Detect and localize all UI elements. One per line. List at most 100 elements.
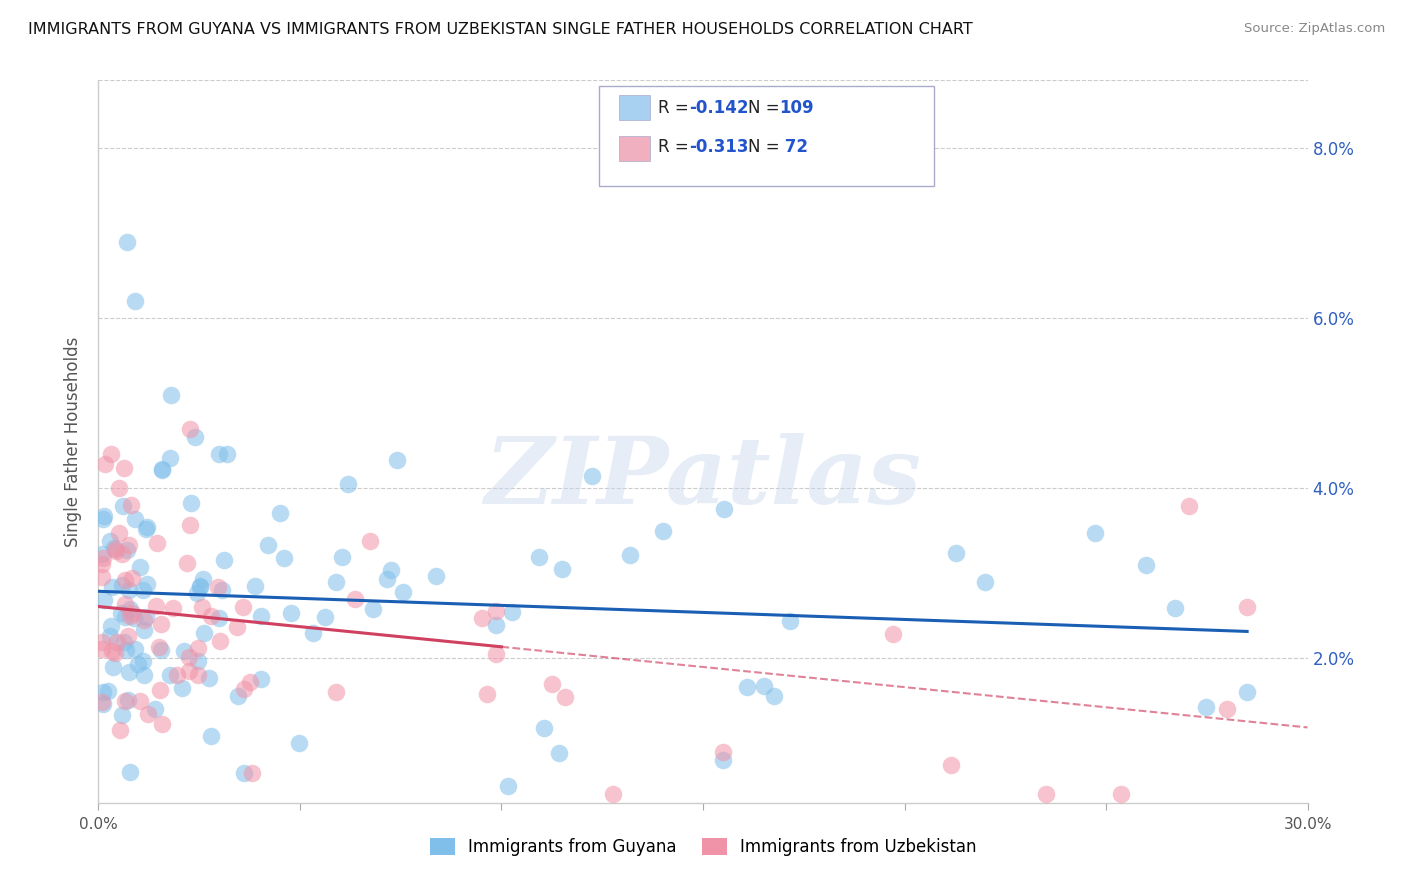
Point <box>135 610 157 624</box>
Point <box>128 559 150 574</box>
Text: R =: R = <box>658 99 695 117</box>
Point <box>475 687 498 701</box>
Point <box>752 679 775 693</box>
Point <box>114 694 136 708</box>
Point <box>91 557 114 571</box>
Point <box>380 563 402 577</box>
Point <box>191 572 214 586</box>
Point <box>136 707 159 722</box>
Point <box>91 570 114 584</box>
Point <box>208 447 231 461</box>
Point <box>190 578 212 592</box>
Point <box>150 463 173 477</box>
Point <box>177 650 200 665</box>
Point <box>110 723 132 738</box>
Point <box>91 547 114 561</box>
Text: ZIPatlas: ZIPatlas <box>485 433 921 523</box>
Text: IMMIGRANTS FROM GUYANA VS IMMIGRANTS FROM UZBEKISTAN SINGLE FATHER HOUSEHOLDS CO: IMMIGRANTS FROM GUYANA VS IMMIGRANTS FRO… <box>28 22 973 37</box>
Point <box>103 659 125 673</box>
Point <box>118 609 141 624</box>
Point <box>325 685 347 699</box>
Point <box>150 462 173 476</box>
Point <box>1109 787 1132 801</box>
Point <box>187 654 209 668</box>
Point <box>288 736 311 750</box>
Point <box>1135 558 1157 572</box>
Point <box>1236 685 1258 699</box>
Point <box>118 582 141 597</box>
Point <box>190 599 212 614</box>
Point <box>91 551 114 566</box>
Text: Source: ZipAtlas.com: Source: ZipAtlas.com <box>1244 22 1385 36</box>
Point <box>180 496 202 510</box>
Point <box>105 543 128 558</box>
Point <box>233 766 256 780</box>
Point <box>149 617 172 632</box>
Point <box>529 549 551 564</box>
Point <box>1195 700 1218 714</box>
Text: -0.313: -0.313 <box>689 138 748 156</box>
Point <box>111 578 134 592</box>
Point <box>179 422 201 436</box>
Point <box>762 689 785 703</box>
Point <box>214 552 236 566</box>
Point <box>711 745 734 759</box>
Point <box>242 766 264 780</box>
Point <box>239 675 262 690</box>
Point <box>330 549 353 564</box>
Point <box>501 605 523 619</box>
Point <box>1035 787 1057 801</box>
Point <box>602 787 624 801</box>
Point <box>375 572 398 586</box>
Point <box>93 593 115 607</box>
Point <box>131 582 153 597</box>
Point <box>145 536 167 550</box>
Point <box>98 534 121 549</box>
Point <box>114 574 136 588</box>
Point <box>117 665 139 680</box>
Point <box>176 557 198 571</box>
Text: 109: 109 <box>779 99 814 117</box>
Point <box>533 721 555 735</box>
Point <box>111 707 134 722</box>
Point <box>114 597 136 611</box>
Point <box>162 601 184 615</box>
Point <box>132 668 155 682</box>
Point <box>425 569 447 583</box>
Point <box>150 716 173 731</box>
Point <box>104 542 127 557</box>
Point <box>111 499 134 513</box>
Point <box>301 626 323 640</box>
Point <box>100 447 122 461</box>
Text: N =: N = <box>748 138 785 156</box>
Point <box>337 476 360 491</box>
Point <box>179 518 201 533</box>
Text: 72: 72 <box>779 138 808 156</box>
Point <box>129 694 152 708</box>
Point <box>198 671 221 685</box>
Point <box>184 430 207 444</box>
Point <box>136 520 159 534</box>
Point <box>651 524 673 538</box>
Point <box>148 640 170 654</box>
Point <box>98 629 121 643</box>
Point <box>200 729 222 743</box>
Point <box>124 641 146 656</box>
Point <box>974 574 997 589</box>
Point <box>361 602 384 616</box>
Point <box>245 579 267 593</box>
Point <box>166 667 188 681</box>
Point <box>104 647 127 661</box>
Point <box>121 606 143 620</box>
Point <box>107 481 129 495</box>
Point <box>217 447 239 461</box>
Point <box>91 697 114 711</box>
Point <box>225 620 247 634</box>
Point <box>325 575 347 590</box>
Point <box>540 676 562 690</box>
Point <box>211 583 233 598</box>
Point <box>111 548 134 562</box>
Point <box>115 643 138 657</box>
Point <box>550 562 572 576</box>
Point <box>343 592 366 607</box>
